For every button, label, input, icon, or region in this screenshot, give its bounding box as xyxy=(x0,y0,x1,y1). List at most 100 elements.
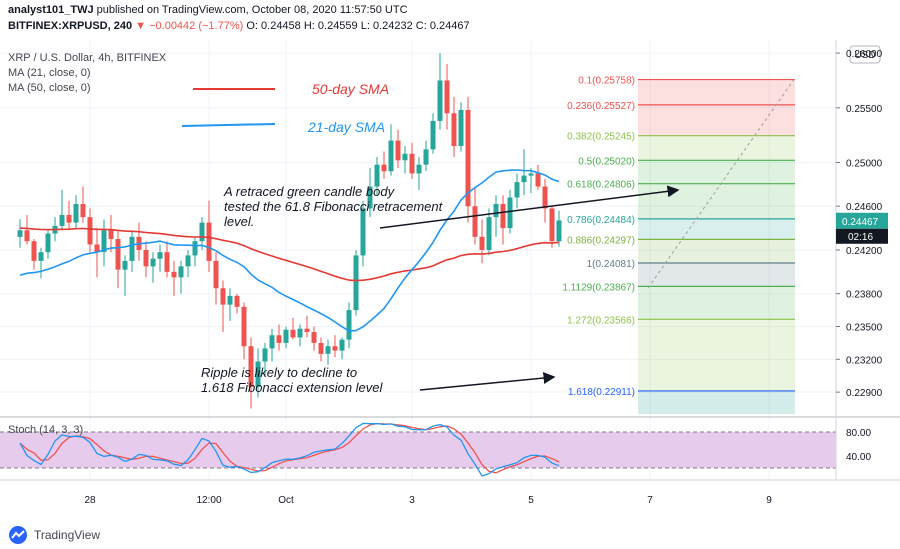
fib-level-label: 0.786(0.24484) xyxy=(567,215,635,226)
fib-zone xyxy=(638,79,795,105)
candle-body xyxy=(157,252,163,259)
candle-body xyxy=(234,295,240,307)
candle-body xyxy=(262,348,268,362)
countdown-label: 02:16 xyxy=(848,232,873,243)
candle-body xyxy=(185,255,191,267)
decline-note-line: 1.618 Fibonacci extension level xyxy=(201,380,384,395)
time-tick-label: 28 xyxy=(84,495,96,506)
candle-body xyxy=(451,113,457,147)
fib-level-label: 0.618(0.24806) xyxy=(567,180,635,191)
candle-body xyxy=(129,236,135,261)
fibonacci-tool[interactable]: 0.1(0.25758) 0.236(0.25527) 0.382(0.25245)… xyxy=(562,76,796,414)
stoch-d-line xyxy=(19,422,560,474)
price-tick-label: 0.25000 xyxy=(846,158,883,169)
current-price-label: 0.24467 xyxy=(842,217,879,228)
candle-body xyxy=(213,260,219,289)
candle-body xyxy=(486,217,492,250)
fib-zone xyxy=(638,262,795,287)
candle-body xyxy=(458,109,464,147)
candle-body xyxy=(206,222,212,261)
fib-level-label: 1.618(0.22911) xyxy=(568,387,635,398)
current-price-tag xyxy=(836,212,888,229)
publication-header: analyst101_TWJ published on TradingView.… xyxy=(0,0,900,40)
candle-body xyxy=(255,361,261,387)
stoch-band xyxy=(0,432,836,468)
candle-body xyxy=(31,241,37,261)
candle-body xyxy=(521,175,527,183)
candle-body xyxy=(283,329,289,343)
candle-body xyxy=(430,120,436,150)
candle-body xyxy=(164,252,170,272)
candle-body xyxy=(514,182,520,198)
price-tick-label: 0.23500 xyxy=(846,323,883,334)
price-tick-label: 0.23200 xyxy=(846,355,883,366)
candle-body xyxy=(507,197,513,229)
candle-body xyxy=(227,295,233,305)
price-tick-label: 0.22900 xyxy=(846,388,883,399)
candle-body xyxy=(360,208,366,256)
fib-level-label: 0.5(0.25020) xyxy=(578,156,635,167)
price-chart[interactable]: 0.1(0.25758) 0.236(0.25527) 0.382(0.25245)… xyxy=(0,40,900,524)
tradingview-logo-icon[interactable] xyxy=(8,525,28,545)
candle-body xyxy=(73,204,79,223)
ma50-line xyxy=(19,227,560,282)
fib-zone xyxy=(638,104,795,136)
candle-body xyxy=(416,164,422,174)
candle-body xyxy=(38,252,44,261)
candle-body xyxy=(444,80,450,114)
sma50-annotation: 50-day SMA xyxy=(312,81,389,97)
candle-body xyxy=(143,249,149,267)
fib-zone xyxy=(638,286,795,320)
fib-zone xyxy=(638,218,795,240)
candle-body xyxy=(150,258,156,267)
candle-body xyxy=(402,153,408,161)
stoch-tick-label: 80.00 xyxy=(846,428,871,439)
fib-level-label: 0.1(0.25758) xyxy=(578,76,635,87)
fib-level-label: 1(0.24081) xyxy=(587,259,635,270)
price-tick-label: 0.26000 xyxy=(846,49,883,60)
candle-body xyxy=(374,164,380,187)
stoch-k-line xyxy=(19,422,560,477)
candle-body xyxy=(311,331,317,343)
candle-body xyxy=(290,329,296,338)
price-tick-label: 0.24200 xyxy=(846,246,883,257)
candle-body xyxy=(115,239,121,270)
candle-body xyxy=(353,255,359,311)
candle-body xyxy=(220,288,226,305)
time-tick-label: 9 xyxy=(766,495,772,506)
candles xyxy=(17,53,562,409)
candle-body xyxy=(80,204,86,218)
candle-body xyxy=(318,342,324,354)
countdown-tag xyxy=(836,228,888,244)
retrace-note-line: tested the 61.8 Fibonacci retracement xyxy=(224,199,444,214)
retrace-note-line: A retraced green candle body xyxy=(223,184,396,199)
candle-body xyxy=(339,339,345,351)
candle-body xyxy=(178,266,184,278)
fib-level-label: 1.1129(0.23867) xyxy=(562,282,635,293)
annotations: 50-day SMA 21-day SMA A retraced green can… xyxy=(8,52,680,436)
ma21-line xyxy=(19,169,560,332)
currency-button xyxy=(849,45,881,64)
candle-body xyxy=(248,346,254,387)
fib-trend-line xyxy=(647,77,796,289)
fib-zone xyxy=(638,239,795,263)
candle-body xyxy=(528,173,534,176)
candle-body xyxy=(388,140,394,172)
candle-body xyxy=(66,214,72,223)
price-tick-label: 0.25500 xyxy=(846,104,883,115)
retrace-arrow xyxy=(379,185,680,229)
fib-zone xyxy=(638,319,795,391)
price-tick-label: 0.24600 xyxy=(846,202,883,213)
tradingview-brand[interactable]: TradingView xyxy=(34,528,101,542)
footer: TradingView xyxy=(8,524,100,546)
candle-body xyxy=(24,230,30,242)
fib-zone xyxy=(638,390,795,414)
stoch-tick-label: 40.00 xyxy=(846,452,871,463)
author-name[interactable]: analyst101_TWJ xyxy=(8,4,94,16)
candle-body xyxy=(17,230,23,237)
candle-body xyxy=(94,244,100,253)
candle-body xyxy=(465,109,471,207)
time-tick-label: 12:00 xyxy=(196,495,221,506)
candle-body xyxy=(325,346,331,354)
